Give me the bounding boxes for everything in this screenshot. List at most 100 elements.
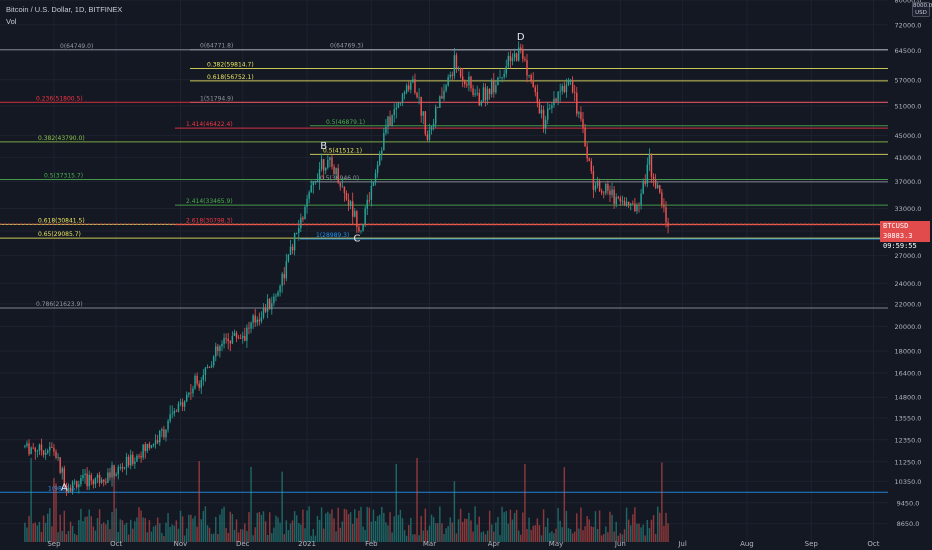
fibonacci-levels[interactable]: 0(64749.0) 0(64771.8) 0(64769.3) 0.382(5981… [0,43,888,493]
volume-bar [360,506,362,542]
candle-body [408,85,410,90]
volume-bar [453,481,456,542]
y-tick-label: 13550.0 [895,414,922,422]
volume-bar [553,533,555,542]
candle-body [393,109,395,115]
volume-bar [26,527,28,542]
y-tick-label: 14800.0 [895,394,922,402]
candle-body [540,109,543,114]
volume-bar [316,515,319,542]
candle-body [573,92,576,93]
volume-bar [107,519,109,542]
y-tick-label: 64500.0 [895,47,922,55]
candle-body [215,346,217,357]
candle-body [659,185,661,193]
volume-bar [322,528,325,542]
x-tick-label: Dec [236,540,250,548]
volume-bar [300,524,302,542]
x-tick-label: Aug [740,540,754,548]
fib-level-label: 0.5(41512.1) [323,147,362,154]
volume-bar [399,509,402,542]
candle-body [656,185,659,188]
volume-bar [171,524,173,542]
candle-body [522,49,524,59]
candle-body [381,150,383,155]
volume-bar [520,534,522,542]
candle-body [318,169,321,181]
candle-body [285,261,288,279]
candle-body [497,77,499,86]
candle-body [356,211,358,228]
candle-body [132,454,134,464]
candle-body [198,383,200,388]
y-tick-label: 12350.0 [895,436,922,444]
candle-body [300,217,302,228]
volume-bar [98,509,101,542]
fib-level-label: 0(64769.3) [330,43,363,50]
currency-label[interactable]: 8000.0 USD [912,2,932,17]
candle-body [188,392,190,395]
candle-body [339,182,341,187]
fib-level-label: 2.618(30798.3) [186,218,233,225]
candle-body [387,116,389,127]
volume-bar [32,523,34,542]
candle-body [517,47,520,61]
candle-body [648,154,651,165]
x-tick-label: Jun [614,540,626,548]
candle-body [36,450,39,452]
candle-body [248,327,250,329]
candle-body [547,108,549,120]
candle-body [555,98,557,102]
candle-body [665,207,667,223]
current-price-badge: BTCUSD 30883.3 09:59:55 [880,221,930,250]
candle-body [478,92,480,106]
volume-bar [609,511,611,542]
volume-bar [105,524,107,542]
candle-body [347,199,350,206]
candle-body [345,193,348,200]
candle-body [335,168,337,175]
volume-bar [142,517,144,542]
candle-body [239,338,242,339]
candle-body [148,443,151,448]
candle-body [206,366,209,368]
volume-bar [146,532,149,542]
candle-body [42,450,45,455]
volume-bar [459,508,462,542]
volume-bar [636,523,638,542]
volume-bar [524,463,526,542]
volume-bar [345,509,348,542]
y-tick-label: 22000.0 [895,300,922,308]
candle-body [650,154,653,177]
y-tick-label: 41000.0 [895,154,922,162]
candle-body [434,106,437,124]
volume-bar [403,530,406,542]
pattern-point-label: C [353,233,360,244]
fib-level-label: 0.618(56752.1) [207,74,254,81]
candle-body [644,181,646,184]
candle-body [571,79,574,93]
volume-bar [258,512,261,542]
candle-body [428,129,431,140]
candle-body [642,181,644,194]
candle-body [354,211,356,217]
y-tick-label: 80000.0 [895,0,922,5]
volume-bar [644,535,646,542]
volume-bar [248,512,250,542]
candle-body [486,89,489,101]
candle-body [275,295,277,297]
candle-body [580,112,582,120]
candle-body [254,315,256,323]
grid [0,0,888,542]
volume-bar [129,519,132,542]
candle-body [470,76,472,89]
candle-body [28,443,30,455]
volume-bar [613,531,615,542]
volume-bar [619,533,622,542]
volume-bar [175,520,178,542]
candle-body [78,484,80,488]
candle-body [163,429,165,438]
y-tick-label: 10350.0 [895,478,922,486]
